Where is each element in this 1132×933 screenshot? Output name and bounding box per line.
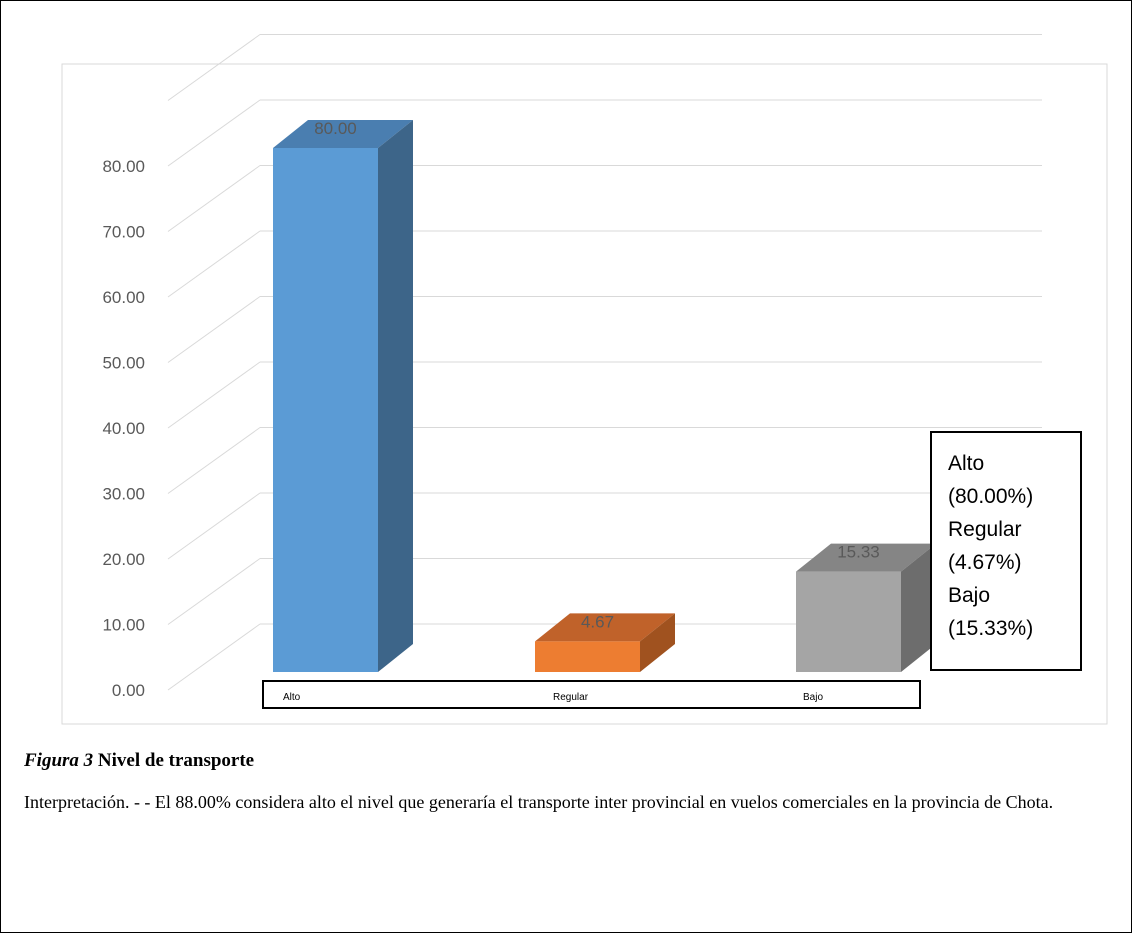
bar-top-face bbox=[796, 543, 936, 572]
bars bbox=[273, 120, 936, 672]
y-tick-label: 40.00 bbox=[102, 419, 145, 438]
legend-label: Regular bbox=[948, 518, 1022, 541]
figure-title: Nivel de transporte bbox=[97, 750, 255, 771]
y-tick-label: 20.00 bbox=[102, 550, 145, 569]
gridline-diagonal bbox=[167, 558, 261, 625]
figure-number: Figura 3 bbox=[24, 750, 94, 771]
gridline-diagonal bbox=[167, 623, 261, 691]
y-tick-label: 10.00 bbox=[102, 616, 145, 635]
value-label: 4.67 bbox=[581, 612, 614, 631]
bar-front-face bbox=[796, 571, 901, 672]
x-tick-label: Regular bbox=[553, 692, 589, 703]
gridline-diagonal bbox=[167, 34, 261, 101]
bar-front-face bbox=[535, 641, 640, 672]
legend-box bbox=[930, 431, 1082, 671]
value-label: 80.00 bbox=[314, 119, 357, 138]
y-tick-label: 60.00 bbox=[102, 288, 145, 307]
legend-percent: (4.67%) bbox=[948, 551, 1022, 574]
gridline-diagonal bbox=[167, 165, 261, 232]
gridline-diagonal bbox=[167, 296, 261, 363]
y-tick-label: 30.00 bbox=[102, 485, 145, 504]
bar-top-face bbox=[535, 613, 675, 642]
bar-side-face bbox=[378, 120, 413, 672]
legend-percent: (15.33%) bbox=[948, 617, 1033, 640]
y-tick-label: 80.00 bbox=[102, 157, 145, 176]
value-label: 15.33 bbox=[837, 543, 880, 562]
gridline-diagonal bbox=[167, 99, 261, 167]
interpretation-text: Interpretación. - - El 88.00% considera … bbox=[24, 792, 1054, 812]
y-tick-label: 70.00 bbox=[102, 223, 145, 242]
bar-chart: 0.00 10.00 20.00 30.00 40.00 50.00 60.00 70.00 8… bbox=[61, 34, 1108, 725]
gridline-diagonal bbox=[167, 427, 261, 494]
y-tick-label: 50.00 bbox=[102, 354, 145, 373]
x-tick-label: Alto bbox=[283, 692, 301, 703]
bar-side-face bbox=[640, 613, 675, 672]
x-tick-label: Bajo bbox=[803, 692, 823, 703]
bar-bajo bbox=[796, 543, 936, 672]
legend-label: Alto bbox=[948, 452, 984, 475]
bar-regular bbox=[535, 613, 675, 672]
gridline-diagonal bbox=[167, 492, 261, 560]
bar-side-face bbox=[901, 543, 936, 672]
bar-front-face bbox=[273, 148, 378, 672]
legend-percent: (80.00%) bbox=[948, 485, 1033, 508]
y-tick-label: 0.00 bbox=[112, 681, 145, 700]
bar-top-face bbox=[273, 120, 413, 148]
category-axis-box bbox=[262, 680, 921, 709]
bar-alto bbox=[273, 120, 413, 672]
y-axis-ticks: 0.00 10.00 20.00 30.00 40.00 50.00 60.00 70.00 8… bbox=[102, 157, 145, 700]
value-labels: 80.00 4.67 15.33 bbox=[314, 119, 880, 631]
figure-caption: Figura 3 Nivel de transporte bbox=[24, 750, 254, 772]
gridline-diagonal bbox=[167, 361, 261, 429]
gridline-diagonal bbox=[167, 230, 261, 298]
x-axis-category-box: Alto Regular Bajo bbox=[262, 680, 921, 709]
legend: Alto (80.00%) Regular (4.67%) Bajo (15.33%) bbox=[930, 431, 1082, 671]
legend-label: Bajo bbox=[948, 584, 990, 607]
